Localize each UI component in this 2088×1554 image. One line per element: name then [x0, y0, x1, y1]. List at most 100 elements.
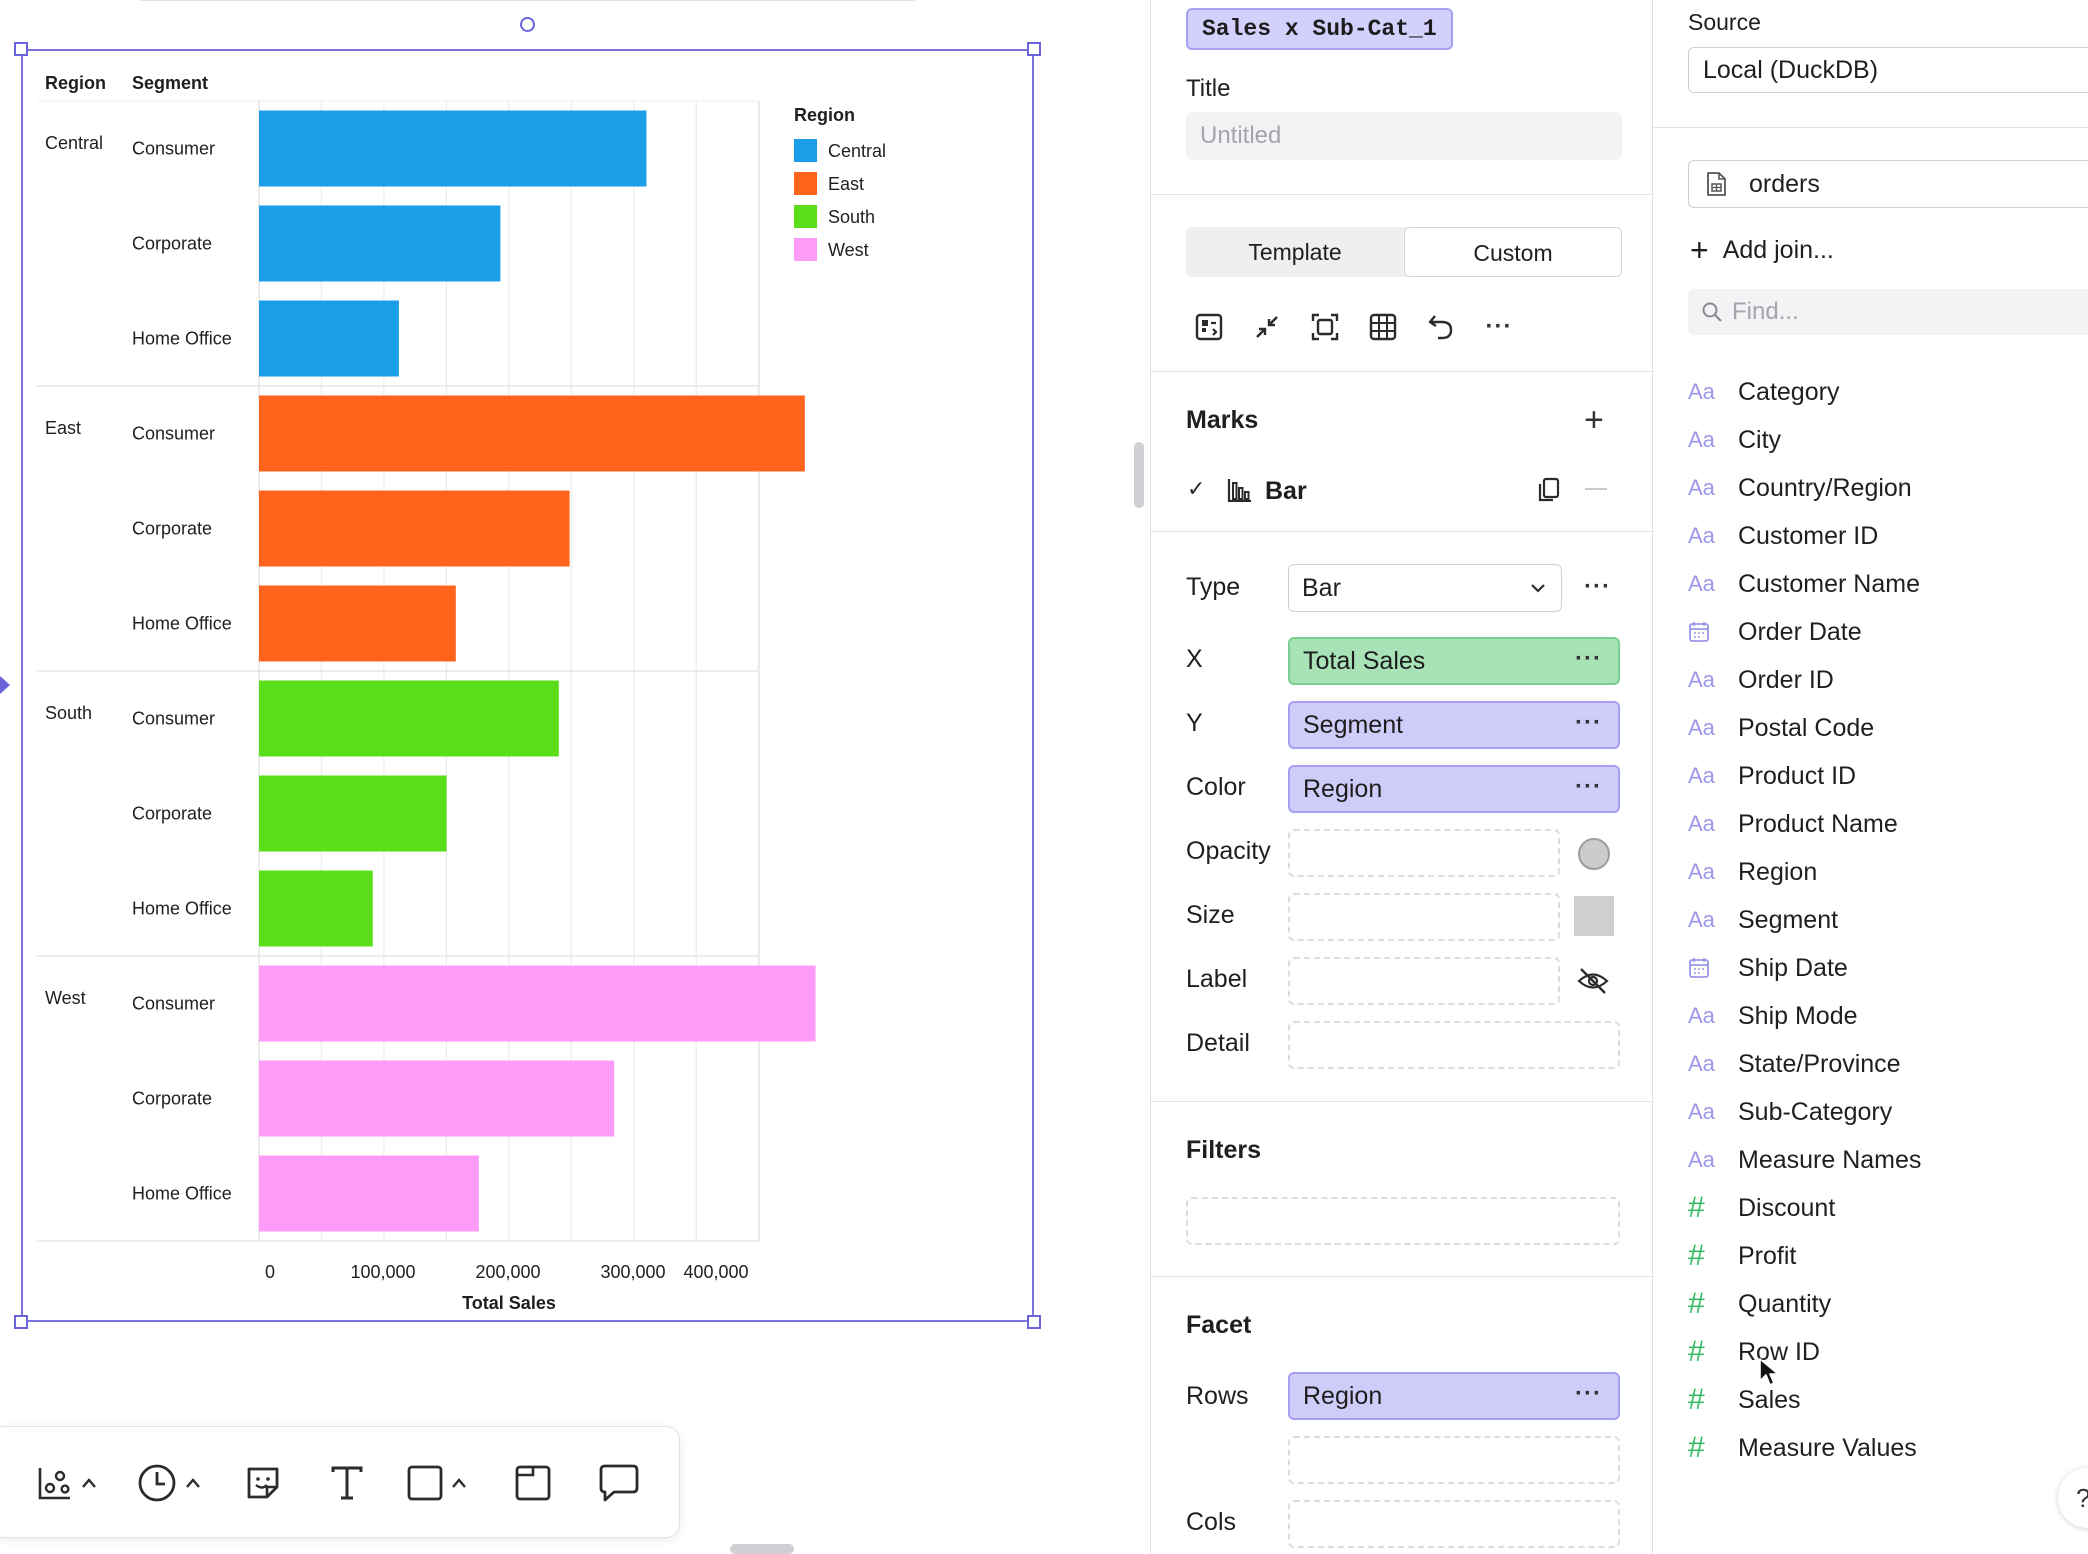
- source-select[interactable]: Local (DuckDB): [1688, 47, 2088, 93]
- field-item[interactable]: Aa Measure Names: [1688, 1142, 1921, 1178]
- text-type-icon: Aa: [1688, 1099, 1715, 1124]
- field-item[interactable]: Aa Segment: [1688, 902, 1838, 938]
- filters-drop-zone[interactable]: [1186, 1197, 1620, 1245]
- mark-bar-label[interactable]: Bar: [1265, 477, 1307, 505]
- field-item[interactable]: # Measure Values: [1688, 1430, 1917, 1466]
- canvas[interactable]: Region Segment Central Consumer Corporate Hom…: [0, 0, 1150, 1554]
- x-pill-menu-button[interactable]: ···: [1575, 645, 1602, 672]
- color-encoding-pill[interactable]: Region ···: [1288, 765, 1620, 813]
- field-item[interactable]: # Discount: [1688, 1190, 1835, 1226]
- comment-tool-button[interactable]: [587, 1453, 651, 1513]
- chart-selection-frame[interactable]: [21, 49, 1034, 1322]
- chart-tool-button[interactable]: [27, 1453, 107, 1513]
- field-name: Order Date: [1738, 617, 1862, 646]
- history-tool-button[interactable]: [129, 1453, 209, 1513]
- column-header-label: Segment: [132, 73, 208, 93]
- panel-resize-grip[interactable]: [1134, 442, 1144, 508]
- shrink-button[interactable]: [1247, 307, 1287, 347]
- shape-tool-button[interactable]: [399, 1453, 475, 1513]
- field-item[interactable]: Aa Country/Region: [1688, 470, 1912, 506]
- opacity-swatch[interactable]: [1578, 838, 1610, 870]
- color-label: Color: [1186, 773, 1246, 801]
- field-item[interactable]: Order Date: [1688, 614, 1862, 650]
- field-item[interactable]: Aa Customer ID: [1688, 518, 1878, 554]
- remove-mark-icon[interactable]: [1585, 488, 1607, 490]
- undo-button[interactable]: [1421, 307, 1461, 347]
- chevron-up-icon: [186, 1478, 200, 1488]
- field-item[interactable]: Aa Category: [1688, 374, 1839, 410]
- tab-template[interactable]: Template: [1248, 239, 1342, 265]
- tab-custom[interactable]: Custom: [1404, 227, 1622, 277]
- segment-label: Corporate: [132, 234, 212, 254]
- add-mark-button[interactable]: +: [1584, 401, 1604, 439]
- field-item[interactable]: Aa Product ID: [1688, 758, 1856, 794]
- sticker-tool-button[interactable]: [231, 1453, 295, 1513]
- bar-chart[interactable]: Region Segment Central Consumer Corporate Hom…: [23, 51, 1032, 1320]
- segment-label: Home Office: [132, 329, 232, 349]
- rotate-handle[interactable]: [520, 17, 535, 32]
- field-item[interactable]: Aa City: [1688, 422, 1781, 458]
- rows-pill-menu-button[interactable]: ···: [1575, 1380, 1602, 1407]
- label-drop-zone[interactable]: [1288, 957, 1560, 1005]
- resize-handle-bottom-left[interactable]: [14, 1315, 28, 1329]
- horizontal-scrollbar[interactable]: [730, 1544, 794, 1554]
- chart-name-chip[interactable]: Sales x Sub-Cat_1: [1186, 8, 1453, 50]
- field-item[interactable]: Aa Region: [1688, 854, 1817, 890]
- color-pill-menu-button[interactable]: ···: [1575, 773, 1602, 800]
- field-name: Category: [1738, 377, 1840, 406]
- field-item[interactable]: Aa Customer Name: [1688, 566, 1920, 602]
- check-icon[interactable]: ✓: [1187, 476, 1206, 501]
- rows-encoding-pill[interactable]: Region ···: [1288, 1372, 1620, 1420]
- resize-handle-top-right[interactable]: [1027, 42, 1041, 56]
- table-select[interactable]: orders: [1688, 160, 2088, 208]
- fit-button[interactable]: [1305, 307, 1345, 347]
- text-tool-button[interactable]: [317, 1453, 377, 1513]
- resize-handle-top-left[interactable]: [14, 42, 28, 56]
- field-item[interactable]: Ship Date: [1688, 950, 1848, 986]
- add-join-button[interactable]: + Add join...: [1690, 232, 1834, 269]
- x-tick-label: 100,000: [350, 1262, 415, 1282]
- cols-drop-zone[interactable]: [1288, 1500, 1620, 1548]
- undo-icon: [1428, 315, 1453, 340]
- field-item[interactable]: Aa Postal Code: [1688, 710, 1874, 746]
- type-select[interactable]: Bar: [1288, 564, 1562, 612]
- help-button[interactable]: ?: [2058, 1468, 2088, 1528]
- field-item[interactable]: # Quantity: [1688, 1286, 1831, 1322]
- label-label: Label: [1186, 965, 1248, 993]
- field-search-input[interactable]: [1688, 289, 2088, 335]
- x-tick-label: 400,000: [683, 1262, 748, 1282]
- field-item[interactable]: Aa Sub-Category: [1688, 1094, 1892, 1130]
- size-drop-zone[interactable]: [1288, 893, 1560, 941]
- resize-handle-bottom-right[interactable]: [1027, 1315, 1041, 1329]
- text-type-icon: Aa: [1688, 859, 1715, 884]
- y-pill-menu-button[interactable]: ···: [1575, 709, 1602, 736]
- segment-label: Consumer: [132, 424, 215, 444]
- copy-icon[interactable]: [1537, 477, 1561, 503]
- eye-off-icon[interactable]: [1576, 966, 1610, 996]
- rows-drop-zone[interactable]: [1288, 1436, 1620, 1484]
- field-item[interactable]: Aa State/Province: [1688, 1046, 1901, 1082]
- detail-drop-zone[interactable]: [1288, 1021, 1620, 1069]
- swap-layout-button[interactable]: [1189, 307, 1229, 347]
- minimize-arrows-icon: [1256, 316, 1278, 338]
- field-item[interactable]: Aa Order ID: [1688, 662, 1834, 698]
- more-options-button[interactable]: ···: [1485, 313, 1513, 340]
- table-view-button[interactable]: [1363, 307, 1403, 347]
- field-item[interactable]: Aa Product Name: [1688, 806, 1898, 842]
- number-type-icon: #: [1688, 1383, 1705, 1416]
- opacity-drop-zone[interactable]: [1288, 829, 1560, 877]
- field-item[interactable]: Aa Ship Mode: [1688, 998, 1858, 1034]
- field-item[interactable]: # Profit: [1688, 1238, 1796, 1274]
- field-item[interactable]: # Sales: [1688, 1382, 1801, 1418]
- x-encoding-pill[interactable]: Total Sales ···: [1288, 637, 1620, 685]
- y-encoding-pill[interactable]: Segment ···: [1288, 701, 1620, 749]
- bar-central-home-office: [259, 300, 399, 377]
- size-swatch[interactable]: [1574, 896, 1614, 936]
- field-name: City: [1738, 425, 1782, 454]
- frame-tool-button[interactable]: [501, 1453, 565, 1513]
- field-item[interactable]: # Row ID: [1688, 1334, 1820, 1370]
- table-icon: [1369, 313, 1397, 341]
- title-input[interactable]: [1186, 112, 1622, 160]
- collapse-arrow-icon[interactable]: [0, 676, 10, 694]
- type-more-button[interactable]: ···: [1584, 573, 1611, 600]
